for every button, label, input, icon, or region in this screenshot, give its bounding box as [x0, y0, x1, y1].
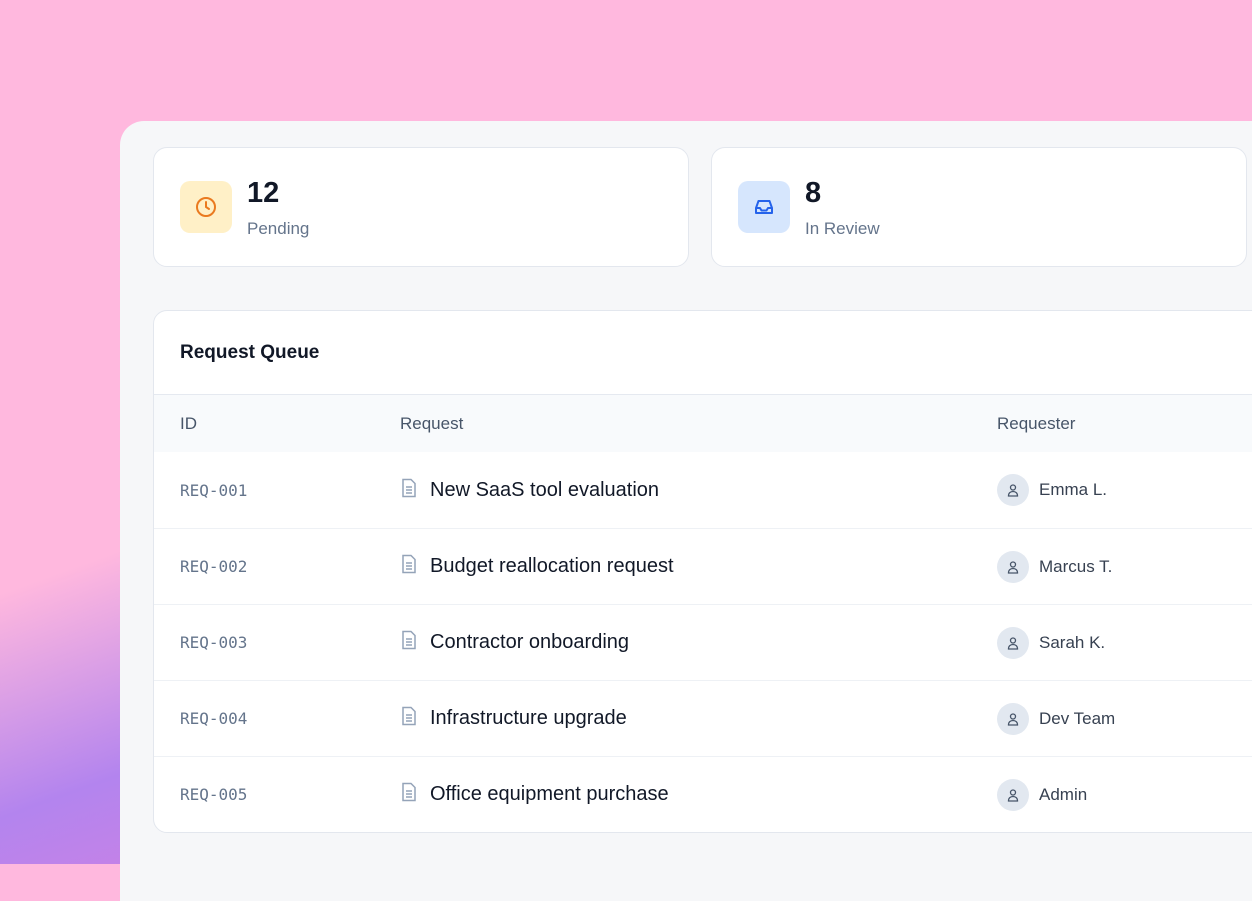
- user-avatar-icon: [997, 702, 1029, 735]
- request-id: REQ-004: [180, 709, 248, 728]
- request-title[interactable]: Budget reallocation request: [430, 555, 674, 577]
- request-cell: New SaaS tool evaluation: [400, 478, 659, 503]
- column-header-requester[interactable]: Requester: [997, 413, 1076, 433]
- document-icon: [400, 706, 418, 731]
- table-row[interactable]: REQ-001 New SaaS tool evaluation Emma L.: [154, 452, 1252, 528]
- table-row[interactable]: REQ-003 Contractor onboarding Sarah K.: [154, 604, 1252, 680]
- inbox-icon: [738, 181, 790, 233]
- document-icon: [400, 478, 418, 503]
- table-row[interactable]: REQ-004 Infrastructure upgrade Dev Team: [154, 680, 1252, 756]
- document-icon: [400, 782, 418, 807]
- user-avatar-icon: [997, 778, 1029, 811]
- requester-name: Emma L.: [1039, 480, 1108, 499]
- request-id: REQ-005: [180, 785, 248, 804]
- request-cell: Budget reallocation request: [400, 554, 674, 579]
- table-header: ID Request Requester: [154, 395, 1252, 452]
- stat-card-pending[interactable]: 12 Pending: [153, 147, 689, 267]
- request-title[interactable]: New SaaS tool evaluation: [430, 478, 660, 501]
- request-title[interactable]: Office equipment purchase: [430, 783, 669, 805]
- table-title: Request Queue: [154, 311, 1252, 395]
- table-row[interactable]: REQ-005 Office equipment purchase Admin: [154, 756, 1252, 832]
- table-row[interactable]: REQ-002 Budget reallocation request Marc…: [154, 528, 1252, 604]
- request-title[interactable]: Contractor onboarding: [430, 631, 630, 653]
- request-id: REQ-003: [180, 633, 248, 652]
- request-id: REQ-001: [180, 480, 248, 500]
- column-header-id[interactable]: ID: [180, 413, 197, 433]
- requester-name: Admin: [1039, 784, 1088, 804]
- requester-name: Dev Team: [1039, 708, 1116, 728]
- stat-label: Pending: [247, 219, 310, 238]
- requester-cell: Emma L.: [997, 474, 1107, 506]
- column-header-request[interactable]: Request: [400, 413, 464, 433]
- dashboard-panel: 12 Pending 8 In Review Request Queue ID …: [120, 121, 1252, 901]
- user-avatar-icon: [997, 550, 1029, 583]
- stat-label: In Review: [805, 219, 880, 238]
- stat-value: 12: [247, 177, 280, 209]
- requester-cell: Dev Team: [997, 702, 1116, 735]
- user-avatar-icon: [997, 626, 1029, 659]
- requester-cell: Sarah K.: [997, 626, 1106, 659]
- request-title[interactable]: Infrastructure upgrade: [430, 707, 627, 729]
- requester-name: Sarah K.: [1039, 632, 1106, 652]
- request-queue-table: Request Queue ID Request Requester REQ-0…: [153, 310, 1252, 833]
- request-cell: Contractor onboarding: [400, 630, 629, 655]
- request-cell: Office equipment purchase: [400, 782, 669, 807]
- stat-value: 8: [805, 177, 822, 209]
- clock-icon: [180, 181, 232, 233]
- document-icon: [400, 554, 418, 579]
- user-avatar-icon: [997, 474, 1029, 506]
- requester-name: Marcus T.: [1039, 556, 1113, 576]
- request-id: REQ-002: [180, 557, 248, 576]
- document-icon: [400, 630, 418, 655]
- requester-cell: Admin: [997, 778, 1088, 811]
- stat-card-in-review[interactable]: 8 In Review: [711, 147, 1247, 267]
- request-cell: Infrastructure upgrade: [400, 706, 627, 731]
- requester-cell: Marcus T.: [997, 550, 1113, 583]
